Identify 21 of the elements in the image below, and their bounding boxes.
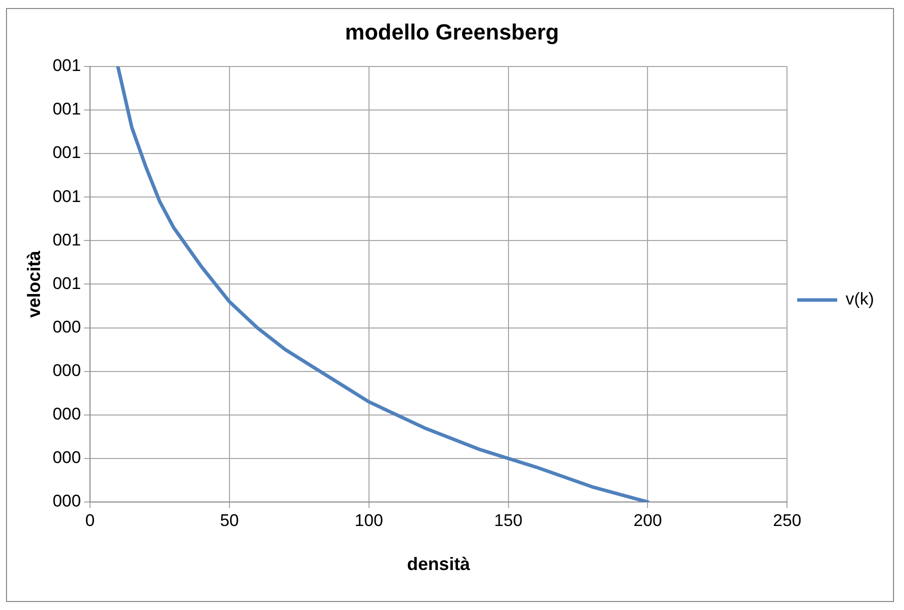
x-tick-label: 50	[220, 510, 239, 530]
y-tick-label: 001	[52, 143, 81, 162]
y-axis-title: velocità	[24, 250, 44, 318]
y-tick-label: 001	[52, 56, 81, 76]
x-tick-label: 150	[494, 510, 522, 530]
x-tick-label: 100	[354, 510, 384, 530]
y-tick-label: 000	[52, 317, 81, 336]
y-tick-label: 001	[52, 100, 81, 119]
y-tick-label: 000	[52, 361, 81, 380]
x-tick-label: 0	[85, 510, 95, 530]
x-axis-title: densità	[407, 554, 472, 574]
y-tick-label: 001	[52, 186, 81, 206]
x-tick-label: 200	[634, 510, 662, 530]
y-tick-label: 001	[52, 230, 81, 250]
y-tick-label: 001	[52, 274, 81, 293]
y-tick-label: 000	[52, 448, 81, 468]
chart-title: modello Greensberg	[345, 19, 559, 44]
y-tick-label: 000	[52, 492, 81, 511]
y-tick-label: 000	[52, 404, 81, 424]
x-tick-label: 250	[772, 510, 802, 530]
legend-label: v(k)	[846, 290, 874, 309]
